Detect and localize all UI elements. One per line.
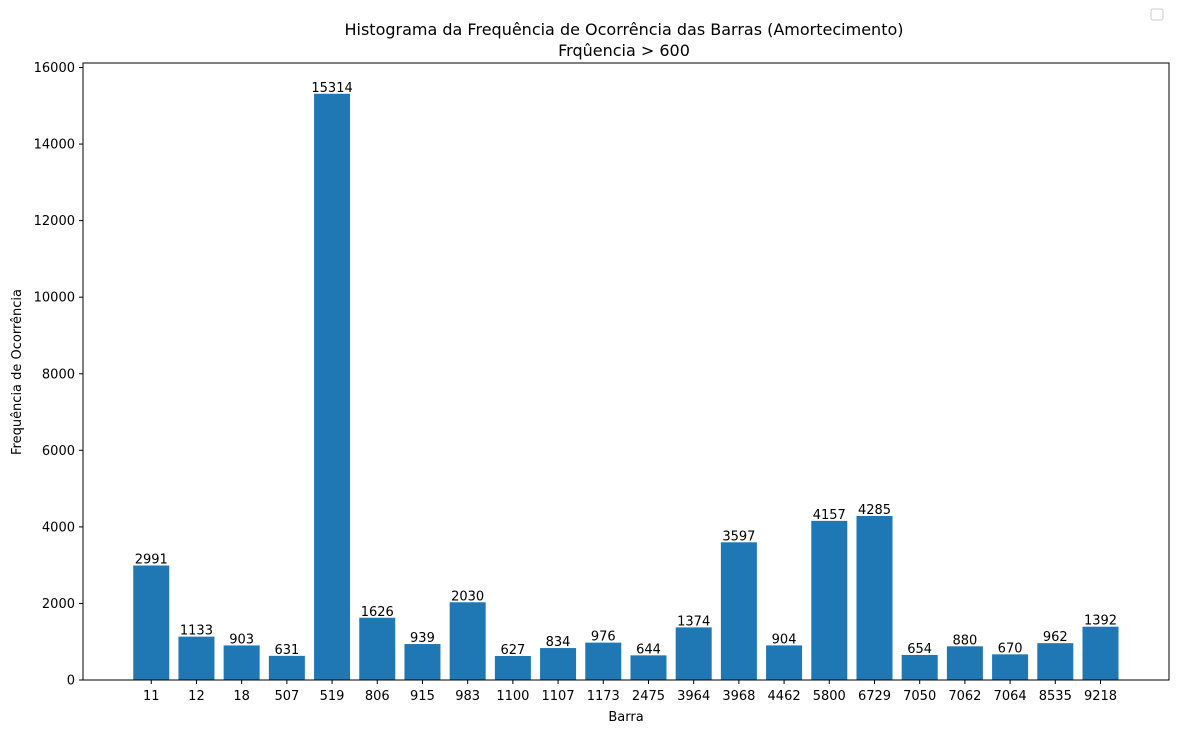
bar-4462 — [766, 645, 803, 680]
y-tick-label: 10000 — [34, 291, 75, 306]
bar-11 — [133, 565, 170, 680]
y-tick-label: 14000 — [34, 138, 75, 153]
x-tick-label: 2475 — [632, 689, 665, 704]
bar-value-label: 4285 — [858, 503, 891, 518]
x-tick-label: 4462 — [768, 689, 801, 704]
bar-value-label: 834 — [546, 635, 571, 650]
bar-806 — [359, 617, 396, 680]
x-axis-ticks: 11 12 18 507 519 806 915 983 1100 1107 1173 2475 396… — [143, 680, 1117, 704]
bar-7062 — [946, 646, 983, 680]
bar-value-label: 1133 — [180, 624, 213, 639]
bar-5800 — [811, 520, 848, 680]
x-tick-label: 1173 — [587, 689, 620, 704]
bar-value-label: 2030 — [451, 589, 484, 604]
x-tick-label: 7064 — [994, 689, 1027, 704]
x-tick-label: 12 — [188, 689, 205, 704]
bar-value-label: 2991 — [135, 553, 168, 568]
bar-value-label: 644 — [636, 642, 661, 657]
bar-8535 — [1037, 643, 1074, 680]
bar-value-label: 939 — [410, 631, 435, 646]
bar-value-label: 631 — [274, 643, 299, 658]
y-tick-label: 2000 — [42, 597, 75, 612]
bar-value-label: 1626 — [361, 605, 394, 620]
bar-2475 — [630, 655, 667, 680]
bar-3964 — [675, 627, 712, 680]
x-axis-label: Barra — [608, 710, 643, 725]
bar-1173 — [585, 642, 622, 680]
bar-6729 — [856, 515, 893, 680]
x-tick-label: 7062 — [948, 689, 981, 704]
x-tick-label: 806 — [365, 689, 390, 704]
x-tick-label: 9218 — [1084, 689, 1117, 704]
bar-value-label: 670 — [998, 641, 1023, 656]
x-tick-label: 3964 — [677, 689, 710, 704]
x-tick-label: 11 — [143, 689, 160, 704]
bar-983 — [449, 602, 486, 680]
y-tick-label: 16000 — [34, 61, 75, 76]
bar-507 — [268, 655, 305, 680]
x-tick-label: 3968 — [722, 689, 755, 704]
bar-value-label: 15314 — [311, 81, 352, 96]
x-tick-label: 6729 — [858, 689, 891, 704]
bar-1107 — [540, 648, 577, 680]
bar-value-label: 904 — [772, 632, 797, 647]
x-tick-label: 8535 — [1039, 689, 1072, 704]
x-tick-label: 1100 — [496, 689, 529, 704]
x-tick-label: 7050 — [903, 689, 936, 704]
x-tick-label: 915 — [410, 689, 435, 704]
y-tick-label: 8000 — [42, 367, 75, 382]
y-tick-label: 12000 — [34, 214, 75, 229]
x-tick-label: 507 — [274, 689, 299, 704]
x-tick-label: 18 — [233, 689, 250, 704]
x-tick-label: 5800 — [813, 689, 846, 704]
x-tick-label: 983 — [455, 689, 480, 704]
bar-18 — [223, 645, 260, 680]
bar-1100 — [494, 656, 531, 680]
y-tick-label: 6000 — [42, 444, 75, 459]
y-axis-ticks: 0 2000 4000 6000 8000 10000 12000 14000 16000 — [34, 61, 83, 689]
bar-519 — [314, 93, 351, 680]
legend-box — [1150, 8, 1164, 21]
bar-9218 — [1082, 626, 1119, 680]
bar-value-label: 962 — [1043, 630, 1068, 645]
chart-title: Histograma da Frequência de Ocorrência d… — [344, 20, 903, 39]
bar-7050 — [901, 654, 938, 680]
bar-value-label: 627 — [500, 643, 525, 658]
bar-value-label: 4157 — [813, 508, 846, 523]
bar-value-label: 976 — [591, 630, 616, 645]
bar-value-label: 3597 — [722, 529, 755, 544]
bar-value-label: 654 — [907, 642, 932, 657]
y-axis-label: Frequência de Ocorrência — [10, 289, 25, 455]
bar-value-label: 903 — [229, 632, 254, 647]
bar-3968 — [720, 542, 757, 680]
x-tick-label: 1107 — [542, 689, 575, 704]
bar-labels-layer: 2991 1133 903 631 15314 1626 939 2030 627 834 976 6… — [135, 81, 1117, 658]
bar-value-label: 1374 — [677, 614, 710, 629]
bar-12 — [178, 636, 215, 680]
chart-subtitle: Frqûencia > 600 — [558, 41, 690, 60]
bar-value-label: 880 — [952, 633, 977, 648]
y-tick-label: 4000 — [42, 520, 75, 535]
bar-7064 — [992, 654, 1029, 680]
x-tick-label: 519 — [320, 689, 345, 704]
bar-value-label: 1392 — [1084, 614, 1117, 629]
y-tick-label: 0 — [67, 674, 75, 689]
plot-area-frame — [82, 62, 1170, 681]
bars-layer — [133, 93, 1119, 680]
bar-915 — [404, 644, 441, 680]
